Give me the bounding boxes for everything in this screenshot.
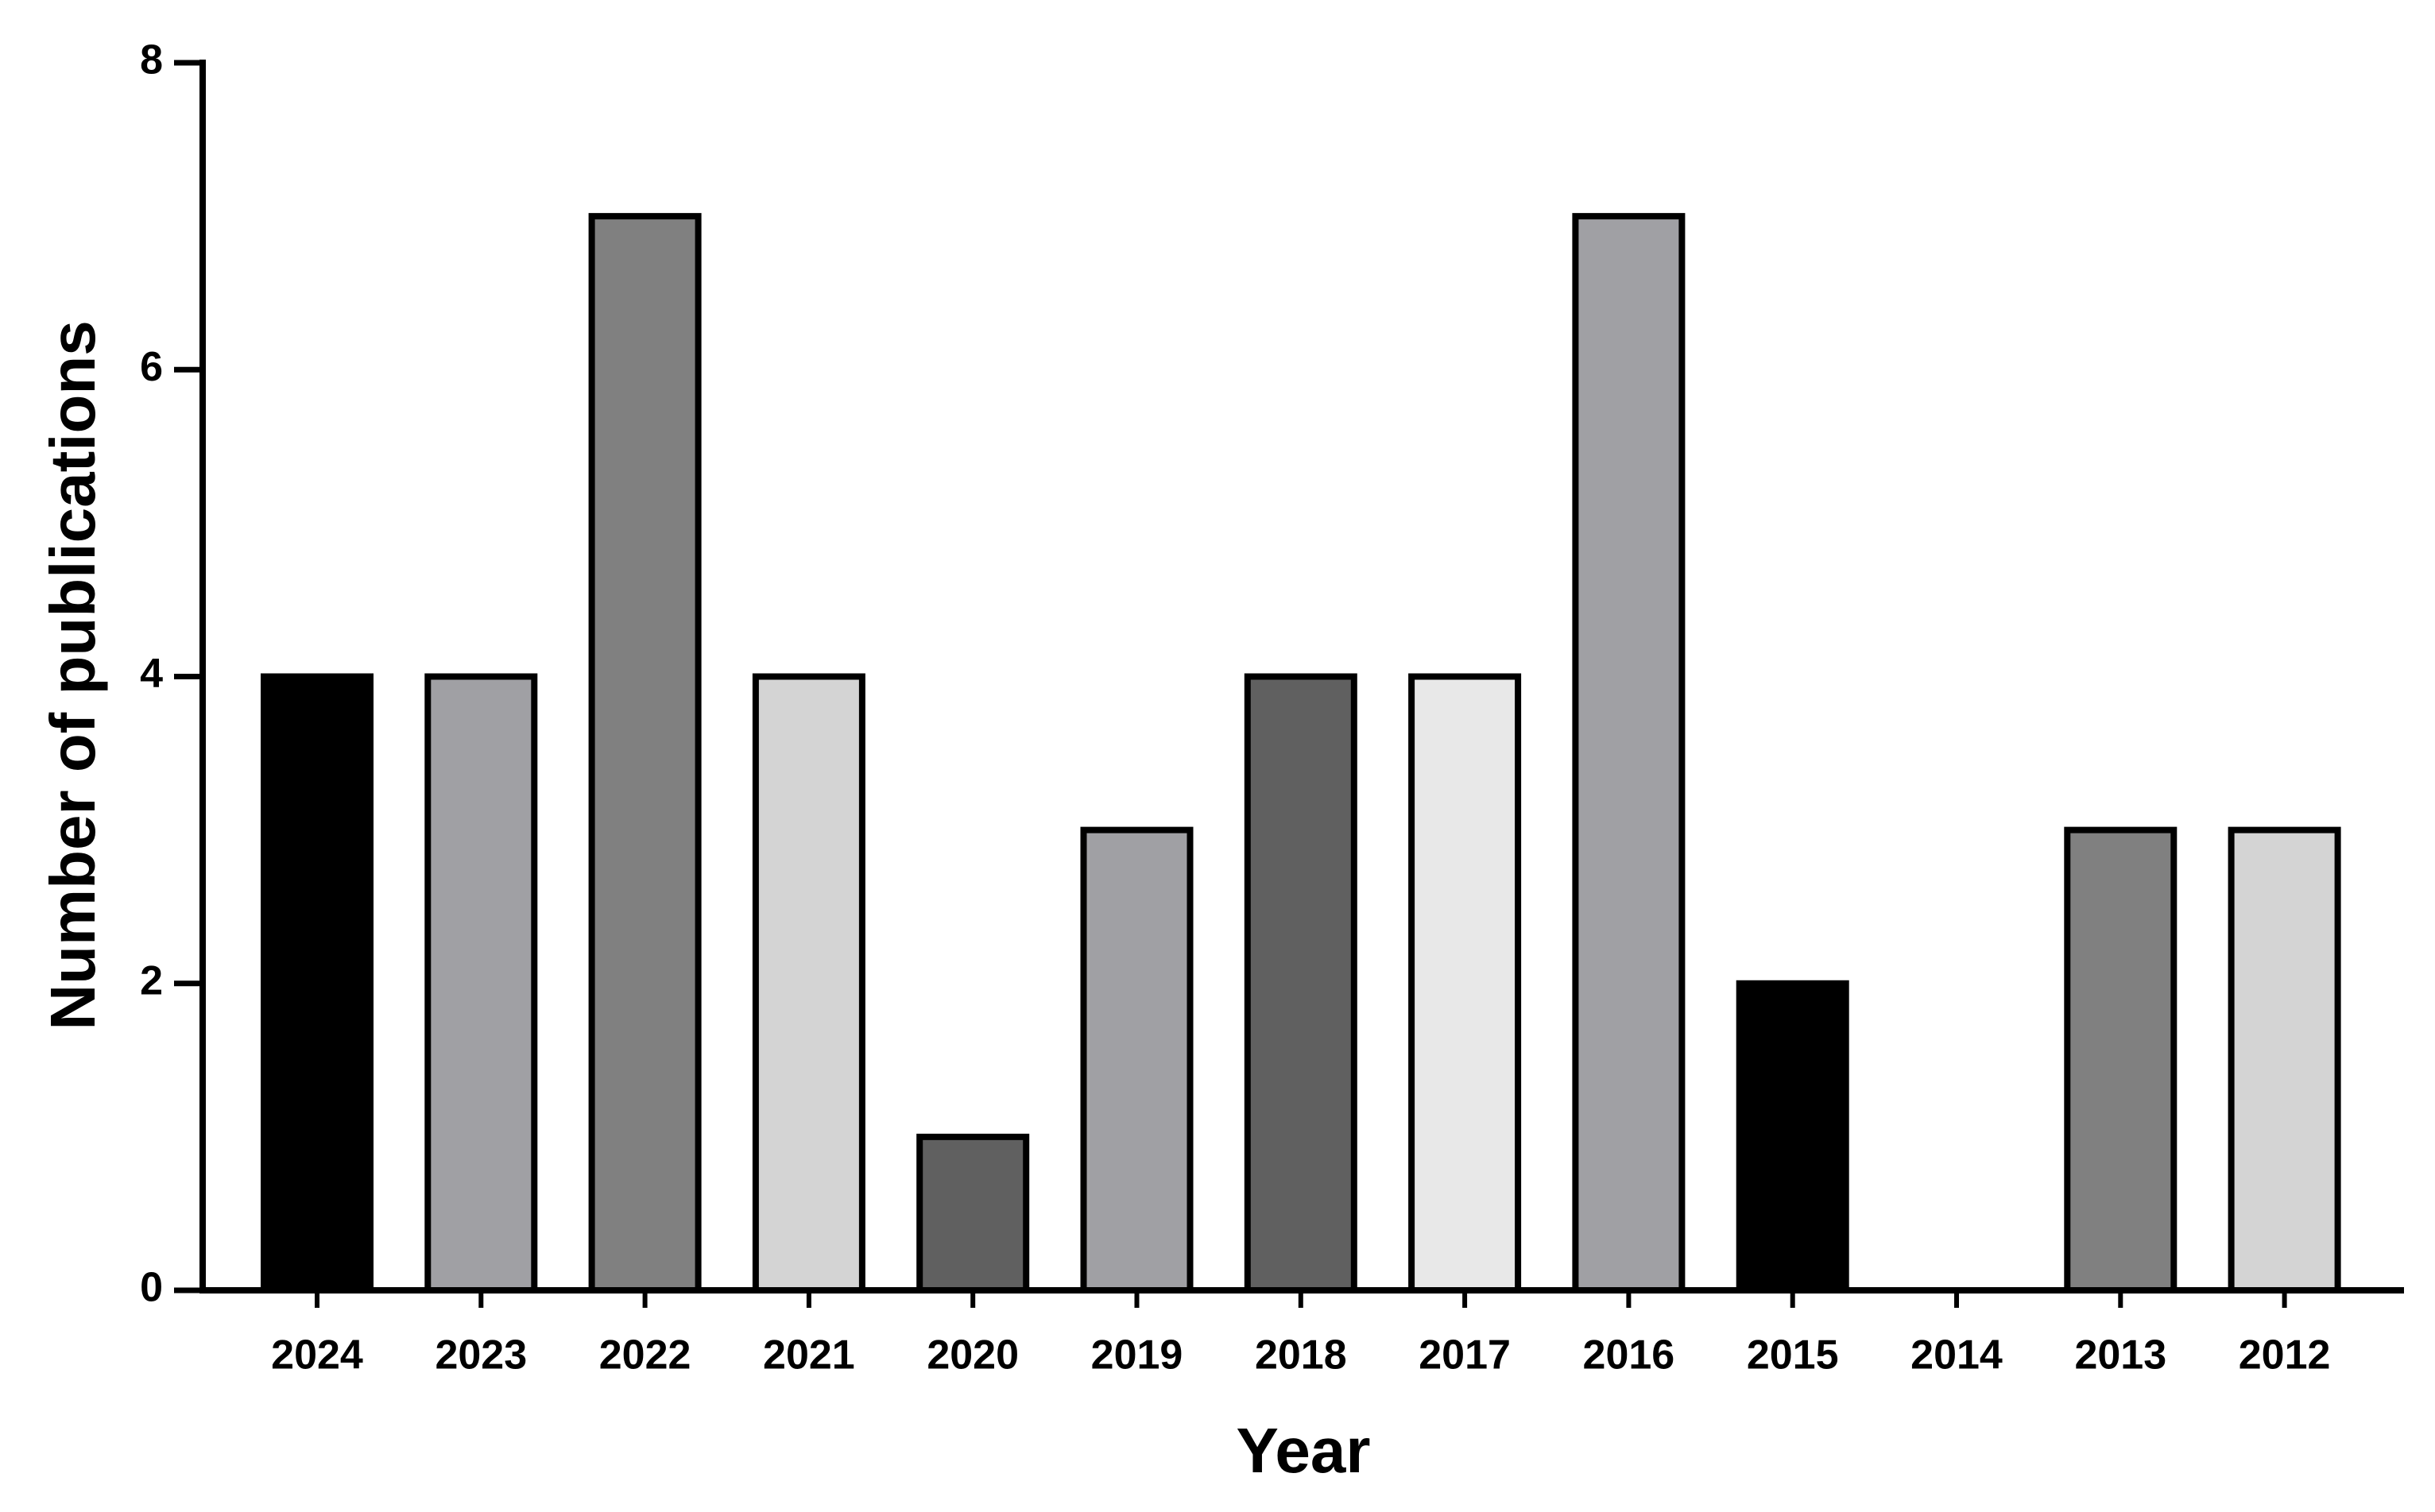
x-tick-label: 2016 [1583, 1332, 1675, 1379]
bar [2064, 826, 2178, 1294]
y-tick-label: 4 [140, 651, 163, 697]
bar [1080, 826, 1194, 1294]
bar [1572, 213, 1686, 1294]
y-tick-label: 6 [140, 344, 163, 390]
x-tick-label: 2021 [763, 1332, 855, 1379]
x-tick-label: 2024 [271, 1332, 363, 1379]
x-tick-label: 2018 [1255, 1332, 1347, 1379]
x-tick-label: 2017 [1419, 1332, 1511, 1379]
x-tick-label: 2022 [599, 1332, 691, 1379]
x-tick-label: 2020 [927, 1332, 1019, 1379]
bar [1244, 673, 1357, 1294]
bar [261, 673, 374, 1294]
x-tick-label: 2014 [1910, 1332, 2003, 1379]
x-tick-label: 2012 [2239, 1332, 2331, 1379]
x-tick-label: 2019 [1091, 1332, 1183, 1379]
y-tick-label: 8 [140, 37, 163, 83]
x-tick-label: 2013 [2074, 1332, 2166, 1379]
y-tick-label: 2 [140, 957, 163, 1003]
bar [916, 1133, 1030, 1294]
y-tick-label: 0 [140, 1265, 163, 1311]
y-axis-title: Number of publications [37, 320, 108, 1030]
bar [1736, 980, 1849, 1294]
bar [1408, 673, 1522, 1294]
bar [752, 673, 865, 1294]
bar [424, 673, 538, 1294]
x-axis-title: Year [1236, 1415, 1370, 1486]
x-tick-label: 2015 [1747, 1332, 1839, 1379]
bar [2228, 826, 2341, 1294]
bar [588, 213, 702, 1294]
x-tick-label: 2023 [435, 1332, 527, 1379]
